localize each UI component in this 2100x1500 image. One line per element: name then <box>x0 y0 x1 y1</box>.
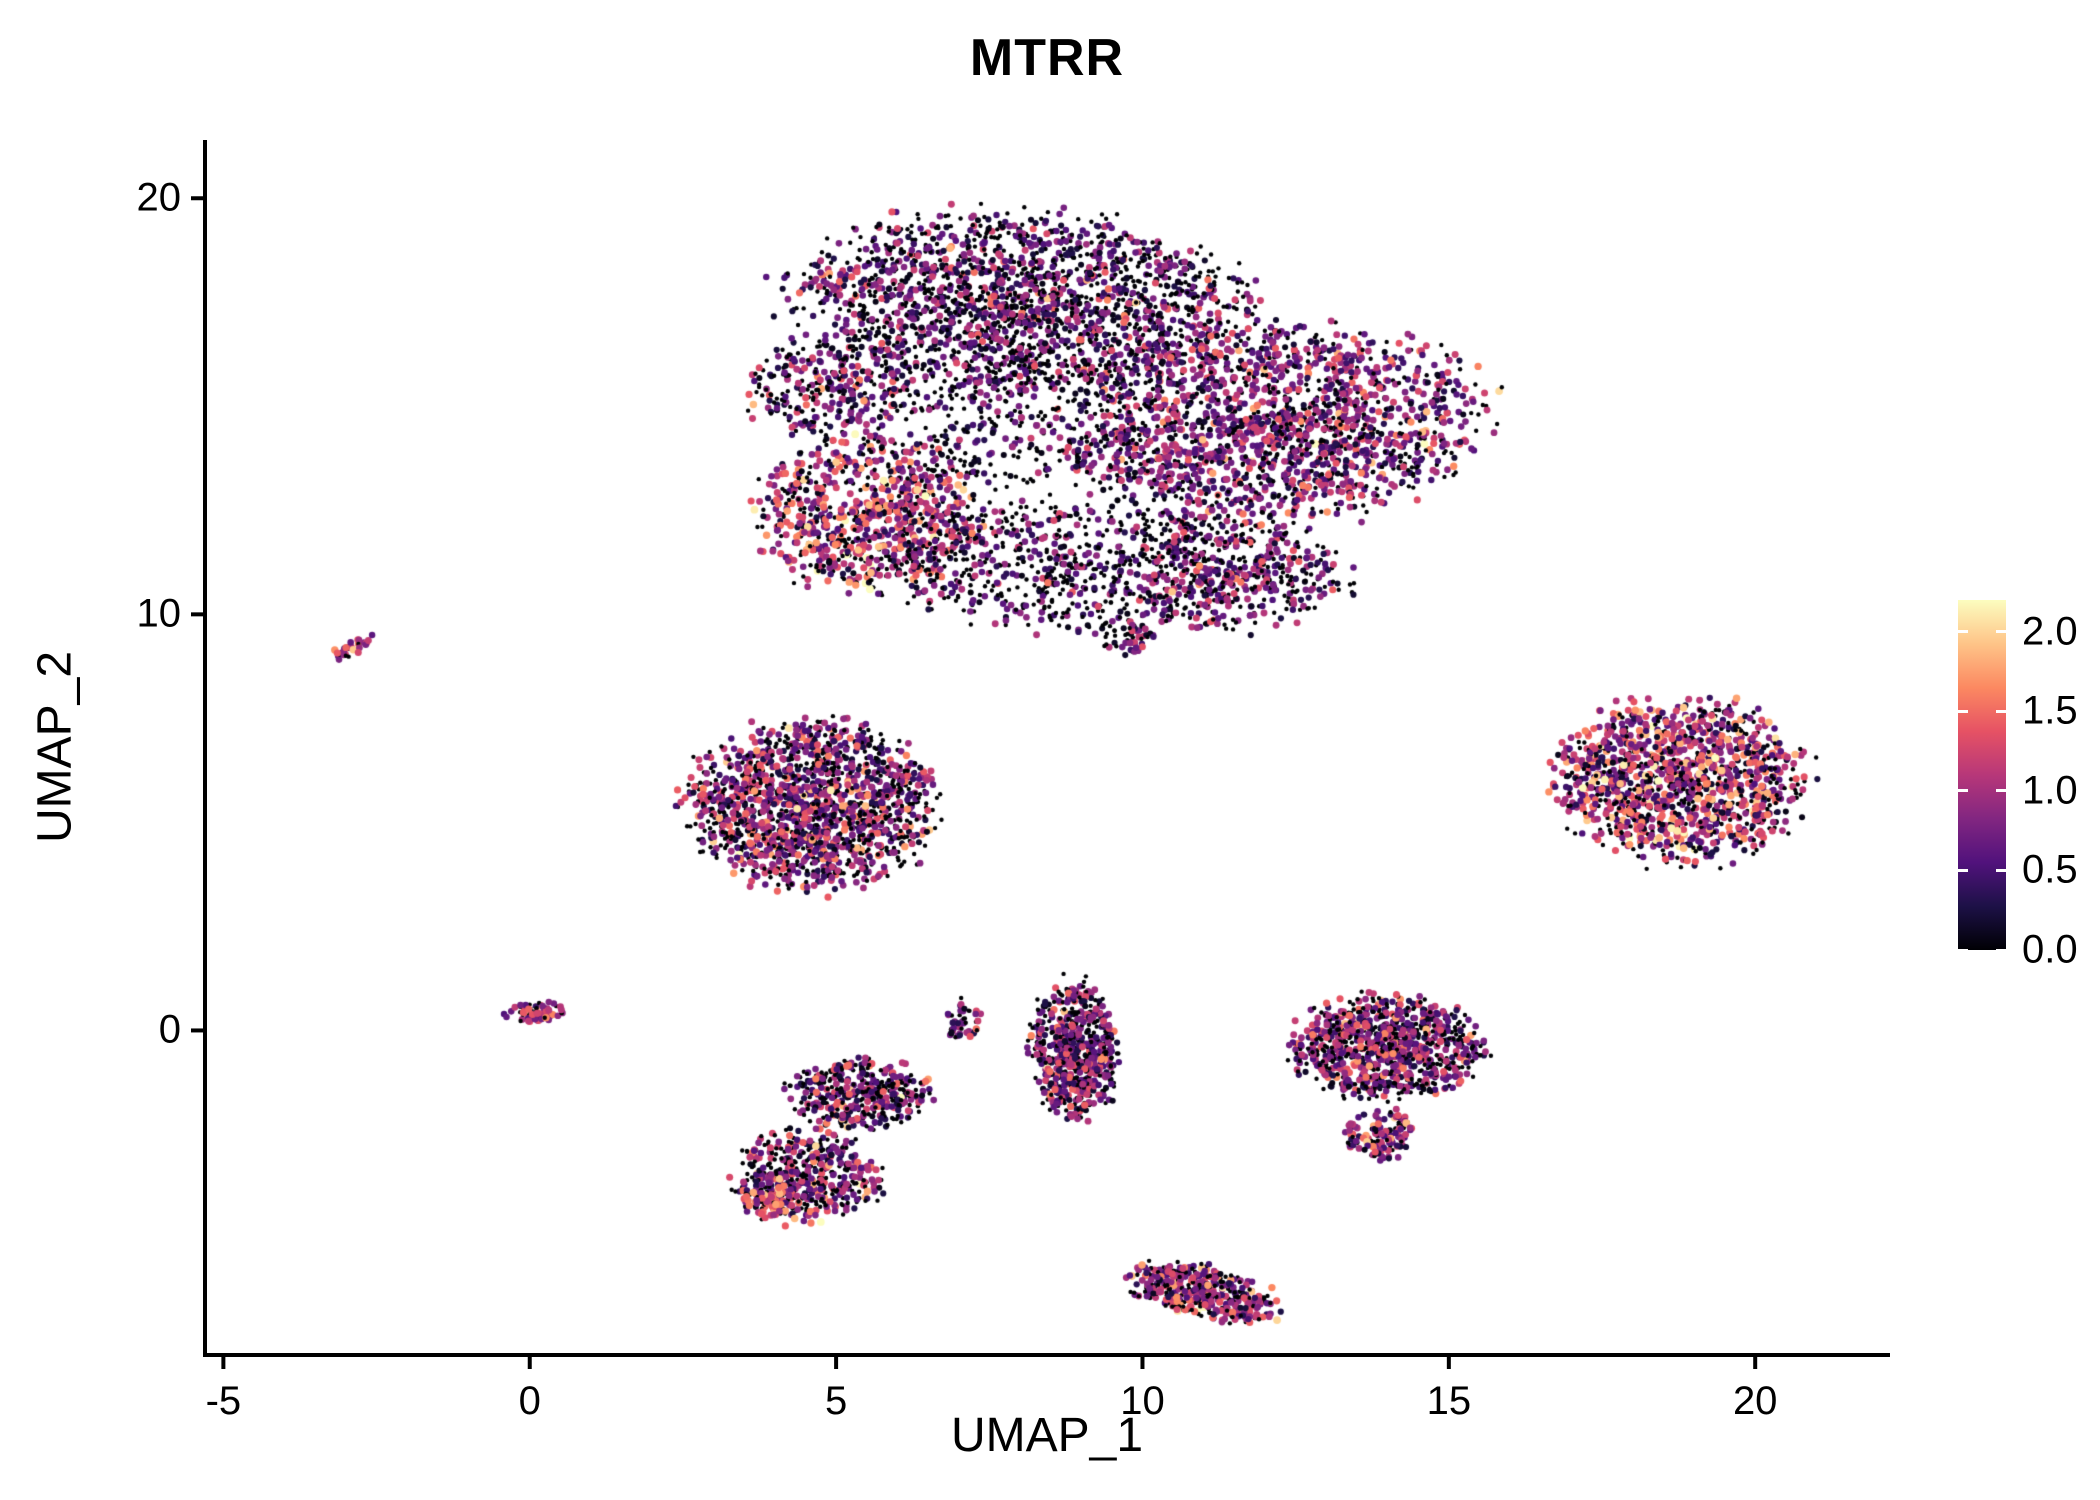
colorbar-tick-mark <box>1958 948 1968 952</box>
x-tick-label: 0 <box>518 1379 541 1423</box>
x-tick-label: 20 <box>1732 1379 1778 1423</box>
colorbar-tick-mark <box>1996 948 2006 952</box>
colorbar-tick-label: 1.0 <box>2022 768 2078 813</box>
colorbar-tick-label: 0.0 <box>2022 927 2078 972</box>
colorbar-tick-mark <box>1996 868 2006 872</box>
colorbar-tick-mark <box>1958 868 1968 872</box>
y-tick-label: 0 <box>158 1007 181 1052</box>
y-axis-title: UMAP_2 <box>28 650 82 844</box>
y-tick-label: 20 <box>136 175 182 220</box>
colorbar-tick-mark <box>1958 789 1968 793</box>
colorbar-tick-mark <box>1996 789 2006 793</box>
colorbar-tick-label: 1.5 <box>2022 688 2078 733</box>
colorbar-tick-mark <box>1958 709 1968 713</box>
x-tick-label: -5 <box>205 1379 242 1423</box>
colorbar-tick-label: 0.5 <box>2022 847 2078 892</box>
colorbar-gradient <box>1958 600 2006 950</box>
y-tick-label: 10 <box>136 591 182 636</box>
x-tick-label: 5 <box>824 1379 848 1423</box>
colorbar-tick-mark <box>1996 630 2006 634</box>
colorbar-tick-label: 2.0 <box>2022 609 2078 654</box>
x-tick-label: 15 <box>1426 1379 1472 1423</box>
plot-title: MTRR <box>969 29 1125 87</box>
colorbar-tick-mark <box>1958 630 1968 634</box>
x-axis-title: UMAP_1 <box>950 1409 1144 1462</box>
colorbar-tick-mark <box>1996 709 2006 713</box>
